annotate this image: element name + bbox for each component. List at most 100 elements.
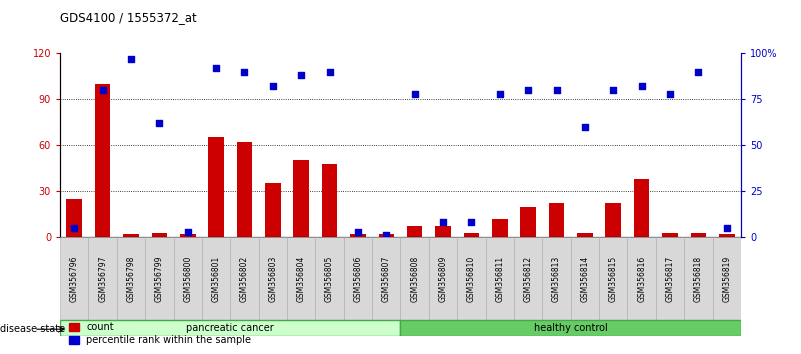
Bar (542, 237, 570, 321)
Bar (656, 237, 684, 321)
Text: GSM356799: GSM356799 (155, 256, 164, 302)
Point (607, 87, 620, 93)
Point (663, 91, 676, 96)
Bar (60, 237, 88, 321)
Point (267, 84, 280, 89)
Point (437, 219, 449, 225)
Bar (293, 160, 309, 237)
Bar (344, 237, 372, 321)
Point (635, 84, 648, 89)
Bar (634, 179, 650, 237)
Bar (719, 234, 735, 237)
Point (465, 219, 478, 225)
Text: GSM356797: GSM356797 (99, 256, 107, 302)
Bar (180, 234, 195, 237)
Point (521, 87, 534, 93)
Point (550, 87, 563, 93)
Point (578, 124, 591, 130)
Point (295, 72, 308, 78)
Bar (174, 237, 202, 321)
Bar (549, 204, 565, 237)
Text: GSM356800: GSM356800 (183, 256, 192, 302)
Bar (400, 237, 429, 321)
Bar (662, 233, 678, 237)
Point (409, 91, 421, 96)
Bar (287, 237, 316, 321)
Point (125, 56, 138, 62)
Text: GSM356814: GSM356814 (581, 256, 590, 302)
Bar (570, 237, 599, 321)
Point (96, 87, 109, 93)
Bar (316, 237, 344, 321)
Bar (151, 233, 167, 237)
Point (720, 225, 733, 231)
Bar (60, 320, 400, 336)
Bar (606, 204, 621, 237)
Point (380, 233, 392, 238)
Point (493, 91, 506, 96)
Point (352, 229, 364, 234)
Text: GSM356802: GSM356802 (240, 256, 249, 302)
Bar (627, 237, 656, 321)
Bar (407, 227, 422, 237)
Bar (145, 237, 174, 321)
Bar (350, 234, 366, 237)
Point (238, 69, 251, 74)
Bar (372, 237, 400, 321)
Text: GSM356815: GSM356815 (609, 256, 618, 302)
Bar (521, 206, 536, 237)
Text: disease state: disease state (0, 324, 68, 333)
Bar (259, 237, 287, 321)
Bar (684, 237, 713, 321)
Text: GSM356818: GSM356818 (694, 256, 702, 302)
Text: GSM356819: GSM356819 (723, 256, 731, 302)
Text: GDS4100 / 1555372_at: GDS4100 / 1555372_at (60, 11, 197, 24)
Text: GSM356817: GSM356817 (666, 256, 674, 302)
Text: GSM356806: GSM356806 (353, 256, 362, 302)
Bar (577, 233, 593, 237)
Point (181, 229, 194, 234)
Text: pancreatic cancer: pancreatic cancer (187, 323, 274, 333)
Bar (95, 84, 111, 237)
Point (210, 65, 223, 71)
Bar (514, 237, 542, 321)
Bar (265, 183, 280, 237)
Bar (88, 237, 117, 321)
Bar (123, 234, 139, 237)
Text: healthy control: healthy control (533, 323, 608, 333)
Point (68, 225, 81, 231)
Text: GSM356804: GSM356804 (296, 256, 306, 302)
Text: GSM356810: GSM356810 (467, 256, 476, 302)
Bar (400, 320, 741, 336)
Text: GSM356808: GSM356808 (410, 256, 419, 302)
Text: GSM356798: GSM356798 (127, 256, 135, 302)
Bar (208, 137, 224, 237)
Text: GSM356796: GSM356796 (70, 256, 78, 302)
Bar (322, 164, 337, 237)
Bar (429, 237, 457, 321)
Text: GSM356801: GSM356801 (211, 256, 220, 302)
Bar (231, 237, 259, 321)
Text: GSM356812: GSM356812 (524, 256, 533, 302)
Bar (690, 233, 706, 237)
Bar (599, 237, 627, 321)
Bar (713, 237, 741, 321)
Bar (66, 199, 82, 237)
Bar (464, 233, 479, 237)
Text: GSM356813: GSM356813 (552, 256, 561, 302)
Bar (435, 227, 451, 237)
Point (692, 69, 705, 74)
Text: GSM356805: GSM356805 (325, 256, 334, 302)
Legend: count, percentile rank within the sample: count, percentile rank within the sample (65, 319, 256, 349)
Point (153, 120, 166, 126)
Text: GSM356807: GSM356807 (382, 256, 391, 302)
Text: GSM356811: GSM356811 (495, 256, 505, 302)
Bar (485, 237, 514, 321)
Text: GSM356803: GSM356803 (268, 256, 277, 302)
Bar (492, 219, 508, 237)
Text: GSM356816: GSM356816 (637, 256, 646, 302)
Bar (379, 234, 394, 237)
Bar (236, 142, 252, 237)
Point (323, 69, 336, 74)
Text: GSM356809: GSM356809 (439, 256, 448, 302)
